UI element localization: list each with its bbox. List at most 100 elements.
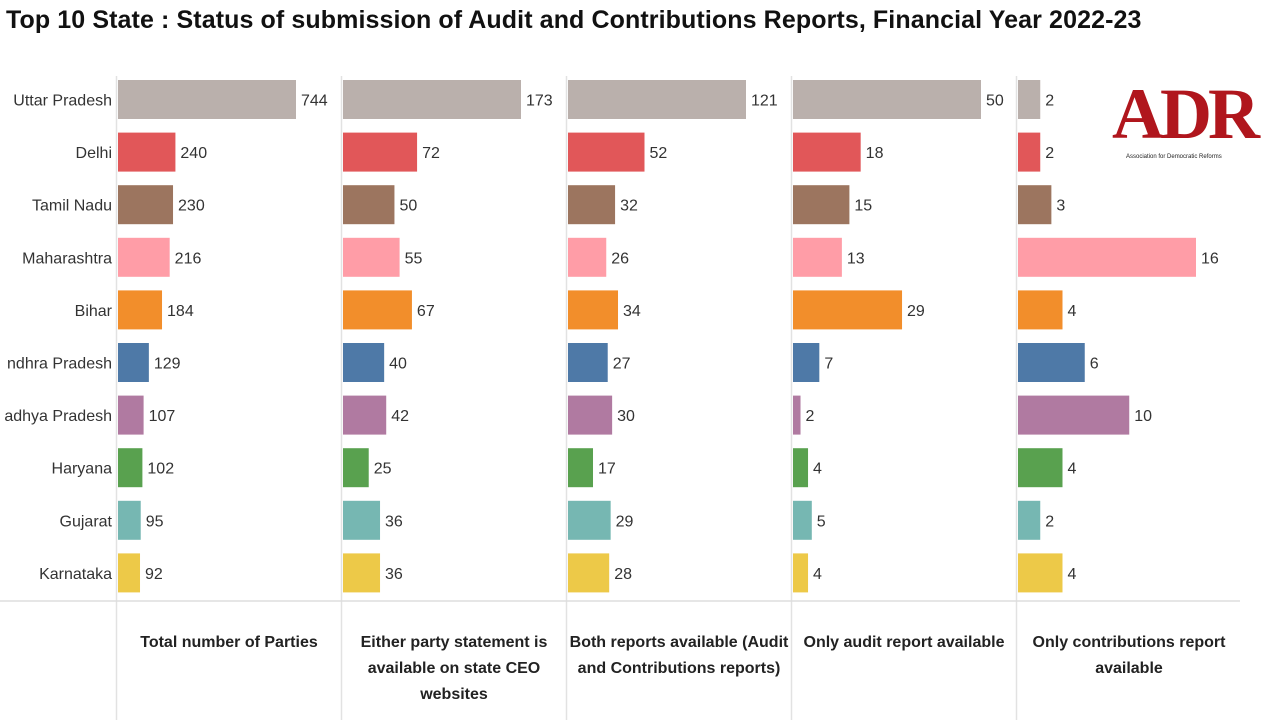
data-label: 2 (1045, 145, 1054, 162)
data-label: 10 (1134, 408, 1152, 425)
data-label: 18 (866, 145, 884, 162)
data-label: 7 (824, 356, 833, 373)
data-label: 16 (1201, 250, 1219, 267)
data-label: 2 (1045, 513, 1054, 530)
bar (568, 132, 645, 172)
data-label: 42 (391, 408, 409, 425)
category-label: Karnataka (39, 566, 112, 583)
bar (793, 80, 981, 119)
data-label: 52 (649, 145, 667, 162)
data-label: 184 (167, 303, 194, 320)
chart-title: Top 10 State : Status of submission of A… (6, 6, 1142, 34)
bar (793, 343, 820, 382)
bar (568, 343, 608, 382)
data-label: 4 (1068, 303, 1077, 320)
bar (1018, 448, 1063, 488)
bar (1018, 290, 1063, 330)
data-label: 34 (623, 303, 641, 320)
bar (568, 185, 616, 225)
bar (118, 80, 296, 119)
panel-title: Both reports available (Audit and Contrib… (569, 630, 789, 682)
data-label: 744 (301, 93, 328, 110)
data-label: 2 (806, 408, 815, 425)
bar (118, 500, 141, 540)
data-label: 27 (613, 356, 631, 373)
data-label: 95 (146, 513, 164, 530)
data-label: 72 (422, 145, 440, 162)
data-label: 13 (847, 250, 865, 267)
bar (793, 237, 842, 277)
data-label: 2 (1045, 93, 1054, 110)
bar (343, 448, 369, 488)
category-label: Gujarat (60, 513, 113, 530)
bar (793, 553, 809, 593)
panel-title-line: available on state CEO (367, 660, 541, 677)
data-label: 230 (178, 198, 205, 215)
bar (568, 553, 610, 593)
panel-title: Either party statement is available on st… (344, 630, 564, 708)
data-label: 25 (374, 461, 392, 478)
bar (343, 290, 412, 330)
category-label: Delhi (76, 145, 112, 162)
bar (793, 185, 850, 225)
data-label: 173 (526, 93, 553, 110)
category-label: Maharashtra (22, 250, 112, 267)
bar (118, 343, 149, 382)
panel-title-line: Only audit report available (803, 634, 1005, 651)
category-label: Bihar (75, 303, 113, 320)
data-label: 4 (813, 566, 822, 583)
bar (793, 132, 861, 172)
data-label: 4 (1068, 566, 1077, 583)
panel-title-line: Only contributions report (1032, 634, 1226, 651)
bar (343, 343, 385, 382)
data-label: 3 (1056, 198, 1065, 215)
bar (1018, 395, 1130, 435)
data-label: 4 (813, 461, 822, 478)
data-label: 129 (154, 356, 181, 373)
data-label: 26 (611, 250, 629, 267)
adr-logo-subtitle: Association for Democratic Reforms (1126, 154, 1222, 160)
adr-logo: ADR Association for Democratic Reforms (1112, 78, 1260, 168)
data-label: 15 (854, 198, 872, 215)
bar (118, 553, 141, 593)
panel-title-line: Either party statement is (360, 634, 548, 651)
bar (1018, 237, 1196, 277)
bar (343, 553, 381, 593)
data-label: 32 (620, 198, 638, 215)
panel-title-line: Total number of Parties (140, 634, 318, 651)
bar (568, 448, 594, 488)
bar (118, 290, 163, 330)
data-label: 6 (1090, 356, 1099, 373)
data-label: 102 (147, 461, 174, 478)
bar (118, 395, 144, 435)
panel-title-line: and Contributions reports) (577, 660, 781, 677)
bar (343, 185, 395, 225)
data-label: 50 (399, 198, 417, 215)
bar (1018, 343, 1085, 382)
bar (1018, 553, 1063, 593)
adr-logo-text: ADR (1112, 74, 1260, 154)
data-label: 92 (145, 566, 163, 583)
data-label: 36 (385, 566, 403, 583)
bar (793, 290, 903, 330)
data-label: 121 (751, 93, 778, 110)
data-label: 36 (385, 513, 403, 530)
data-label: 107 (149, 408, 176, 425)
bar (343, 500, 381, 540)
category-label: adhya Pradesh (4, 408, 112, 425)
panel-title: Total number of Parties (119, 630, 339, 656)
data-label: 4 (1068, 461, 1077, 478)
bar (343, 132, 418, 172)
data-label: 216 (175, 250, 202, 267)
category-label: Tamil Nadu (32, 198, 112, 215)
bar (568, 237, 607, 277)
data-label: 5 (817, 513, 826, 530)
bar (343, 80, 521, 119)
bar (343, 237, 400, 277)
bar (793, 448, 809, 488)
category-label: Haryana (52, 461, 113, 478)
data-label: 29 (616, 513, 634, 530)
category-label: Uttar Pradesh (13, 93, 112, 110)
data-label: 30 (617, 408, 635, 425)
